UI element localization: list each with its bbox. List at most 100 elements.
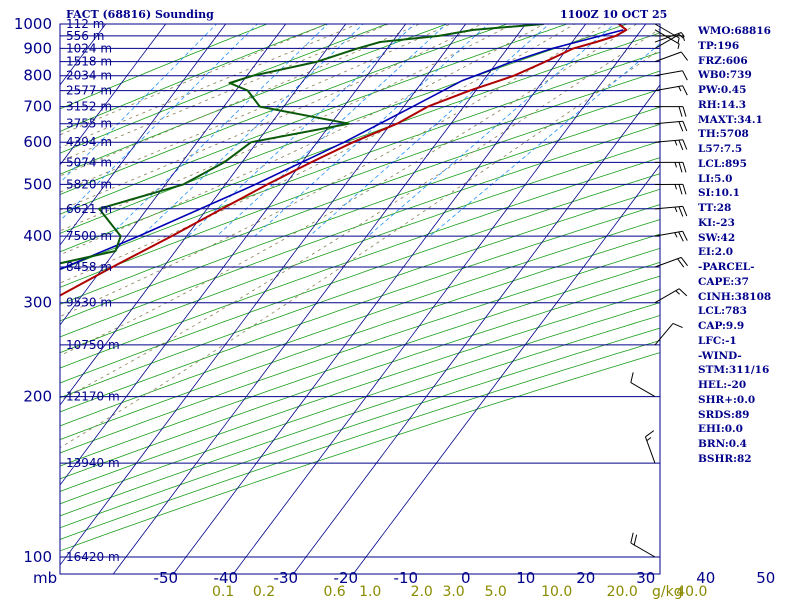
mixing-ratio-label: 10.0 bbox=[541, 584, 572, 600]
wind-barb bbox=[654, 32, 685, 43]
pressure-tick-label: 700 bbox=[23, 98, 52, 116]
wind-barb bbox=[654, 288, 688, 304]
wind-barb bbox=[630, 372, 656, 397]
sounding-title: FACT (68816) Sounding bbox=[66, 8, 214, 21]
pressure-tick-label: 400 bbox=[23, 227, 52, 245]
dewpoint-line bbox=[60, 24, 544, 265]
wind-barb bbox=[654, 139, 688, 151]
dry-adiabat bbox=[60, 24, 509, 195]
temperature-tick-label: 10 bbox=[516, 569, 535, 587]
dry-adiabat bbox=[60, 173, 660, 384]
height-label: 3152 m bbox=[66, 100, 112, 114]
mixing-ratio-label: 0.1 bbox=[212, 584, 234, 600]
pressure-tick-label: 100 bbox=[23, 548, 52, 566]
dry-adiabat bbox=[60, 302, 660, 505]
moist-adiabat bbox=[60, 24, 545, 256]
mixing-ratio-line bbox=[309, 24, 550, 237]
index-item: SRDS:89 bbox=[698, 408, 750, 421]
dry-adiabat bbox=[60, 247, 660, 454]
dry-adiabat bbox=[60, 24, 569, 215]
index-item: SHR+:0.0 bbox=[698, 393, 756, 406]
moist-adiabat bbox=[60, 24, 483, 211]
isotherm bbox=[60, 24, 287, 326]
isotherm bbox=[60, 24, 227, 246]
mixing-ratio-label: 2.0 bbox=[411, 584, 433, 600]
mixing-ratio-label: 5.0 bbox=[485, 584, 507, 600]
height-label: 16420 m bbox=[66, 550, 120, 564]
height-label: 1024 m bbox=[66, 41, 112, 55]
index-item: PW:0.45 bbox=[698, 84, 747, 96]
temperature-tick-label: 0 bbox=[461, 569, 471, 587]
wind-barb bbox=[654, 256, 688, 268]
pressure-tick-label: 600 bbox=[23, 133, 52, 151]
index-item: STM:311/16 bbox=[698, 364, 770, 377]
mixing-ratio-line bbox=[429, 43, 660, 237]
dry-adiabat bbox=[60, 204, 660, 413]
mixing-ratio-line bbox=[60, 24, 258, 222]
pressure-tick-label: 500 bbox=[23, 175, 52, 193]
temperature-tick-label: 20 bbox=[576, 569, 595, 587]
dry-adiabat bbox=[60, 106, 660, 322]
wind-barb bbox=[654, 51, 688, 63]
moist-adiabat bbox=[60, 49, 660, 449]
index-item: EI:2.0 bbox=[698, 246, 734, 259]
wind-barb bbox=[654, 33, 684, 49]
height-label: 4394 m bbox=[66, 135, 112, 149]
wind-barb bbox=[654, 29, 680, 50]
moist-adiabat bbox=[60, 24, 329, 136]
dry-adiabat bbox=[60, 24, 268, 110]
moist-adiabat bbox=[60, 28, 660, 401]
index-item: CINH:38108 bbox=[698, 290, 772, 303]
index-item: SW:42 bbox=[698, 231, 736, 244]
temperature-tick-label: 40 bbox=[696, 569, 715, 587]
index-item: CAP:9.9 bbox=[698, 320, 745, 332]
isotherm bbox=[60, 24, 407, 486]
index-item: SI:10.1 bbox=[698, 187, 740, 200]
mixing-ratio-label: 3.0 bbox=[442, 584, 464, 600]
dry-adiabat bbox=[60, 188, 660, 399]
index-item: KI:-23 bbox=[698, 216, 735, 229]
moist-adiabat bbox=[60, 24, 576, 284]
index-item: CAPE:37 bbox=[698, 275, 749, 288]
indices-panel: WMO:68816 TP:196 FRZ:606 WB0:739 PW:0.45… bbox=[698, 24, 771, 467]
mixing-ratio-label: 20.0 bbox=[607, 584, 638, 600]
wind-barb bbox=[654, 70, 688, 81]
mixing-ratio-line bbox=[141, 24, 364, 237]
index-item: -WIND- bbox=[698, 349, 742, 362]
height-label: 9530 m bbox=[66, 296, 112, 310]
moist-adiabat bbox=[60, 24, 638, 357]
dry-adiabat bbox=[60, 261, 660, 467]
wind-barb bbox=[654, 183, 687, 195]
temperature-tick-label: -30 bbox=[274, 569, 299, 587]
index-item: TH:5708 bbox=[698, 128, 749, 141]
index-item: LI:5.0 bbox=[698, 172, 733, 185]
height-label: 6621 m bbox=[66, 202, 112, 216]
height-label: 5074 m bbox=[66, 155, 112, 169]
index-item: LCL:895 bbox=[698, 157, 747, 170]
index-item: WB0:739 bbox=[698, 69, 752, 82]
wind-barb bbox=[654, 322, 683, 346]
height-label: 13940 m bbox=[66, 456, 120, 470]
index-item: LCL:783 bbox=[698, 305, 747, 318]
mixing-ratio-line bbox=[108, 24, 329, 237]
index-item: L57:7.5 bbox=[698, 143, 743, 155]
pressure-tick-label: 200 bbox=[23, 388, 52, 406]
mixing-ratio-label: 0.2 bbox=[253, 584, 275, 600]
wind-barb bbox=[644, 430, 656, 464]
dry-adiabat bbox=[60, 24, 449, 175]
wind-barb bbox=[630, 532, 656, 558]
dry-adiabat bbox=[60, 24, 328, 132]
plot-frame bbox=[59, 23, 661, 575]
pressure-tick-label: 800 bbox=[23, 67, 52, 85]
isotherm bbox=[352, 164, 660, 574]
isotherm bbox=[232, 24, 647, 574]
index-item: FRZ:606 bbox=[698, 54, 748, 67]
mixing-ratio-line bbox=[60, 24, 218, 184]
mixing-ratio-line bbox=[254, 24, 489, 237]
wind-barb bbox=[654, 120, 688, 132]
isotherm bbox=[112, 24, 527, 574]
mixing-ratio-line bbox=[216, 24, 447, 237]
dry-adiabat bbox=[60, 219, 660, 427]
height-label: 10750 m bbox=[66, 338, 120, 352]
